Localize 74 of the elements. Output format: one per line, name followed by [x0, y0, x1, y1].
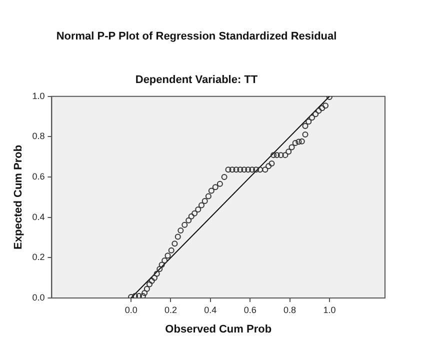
y-tick-label: 0.8	[32, 131, 45, 142]
point	[302, 132, 308, 138]
point	[241, 166, 248, 173]
point	[322, 102, 328, 109]
point	[286, 148, 292, 155]
point	[225, 166, 232, 173]
x-tick-label: 1.0	[323, 304, 336, 315]
x-tick-label: 0.2	[164, 304, 177, 315]
point	[151, 274, 158, 281]
point	[164, 252, 171, 259]
point	[233, 166, 240, 173]
point	[262, 166, 268, 173]
point	[195, 206, 202, 212]
point	[136, 292, 142, 298]
point	[212, 184, 218, 190]
point	[319, 105, 326, 112]
x-tick-label: 0.0	[124, 304, 138, 315]
point	[154, 270, 160, 277]
point	[249, 166, 256, 173]
y-tick-label: 0.0	[32, 292, 45, 302]
point	[174, 234, 181, 240]
point	[298, 138, 305, 144]
y-tick-label: 1.0	[32, 90, 45, 101]
point	[257, 166, 264, 173]
point	[274, 152, 280, 158]
point	[162, 258, 168, 264]
point	[306, 118, 312, 125]
point	[268, 160, 275, 167]
point	[148, 278, 155, 284]
point	[140, 292, 146, 298]
point	[237, 166, 244, 173]
y-tick-label: 0.6	[32, 172, 45, 182]
point	[178, 227, 184, 234]
x-axis-title: Observed Cum Prob	[165, 323, 272, 336]
x-tick-label: 0.6	[244, 304, 256, 315]
x-tick-label: 0.8	[284, 304, 296, 315]
point	[270, 152, 277, 158]
point	[202, 198, 208, 204]
chart-title: Normal P-P Plot of Regression Standardized Residual	[56, 30, 337, 43]
point	[278, 152, 284, 158]
point	[156, 266, 163, 272]
point	[296, 138, 302, 145]
y-tick-label: 0.2	[32, 252, 45, 262]
point	[144, 286, 150, 292]
point	[208, 188, 214, 194]
point	[288, 144, 295, 150]
point	[146, 281, 153, 288]
point	[205, 193, 212, 200]
point	[158, 262, 165, 268]
y-tick-label: 0.4	[32, 212, 45, 222]
chart-subtitle: Dependent Variable: TT	[135, 74, 258, 86]
point	[188, 213, 194, 220]
point	[142, 290, 148, 296]
point	[172, 240, 178, 247]
point	[216, 180, 223, 187]
point	[192, 210, 198, 216]
x-tick-label: 0.4	[204, 304, 217, 315]
point	[312, 111, 319, 118]
point	[266, 163, 272, 170]
point	[253, 166, 260, 173]
point	[186, 217, 192, 224]
point	[198, 202, 204, 208]
point	[316, 108, 322, 114]
point	[182, 222, 188, 228]
point	[229, 166, 236, 173]
point	[292, 140, 298, 146]
point	[132, 292, 138, 298]
y-axis-title: Expected Cum Prob	[12, 144, 25, 250]
point	[282, 152, 288, 158]
point	[221, 174, 228, 180]
point	[302, 123, 308, 130]
point	[245, 166, 252, 173]
point	[308, 114, 315, 121]
point	[168, 247, 174, 254]
